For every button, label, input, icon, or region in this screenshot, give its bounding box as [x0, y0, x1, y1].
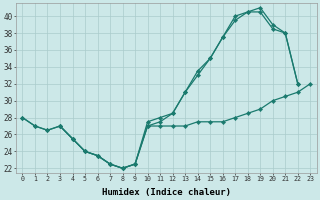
X-axis label: Humidex (Indice chaleur): Humidex (Indice chaleur) [102, 188, 231, 197]
